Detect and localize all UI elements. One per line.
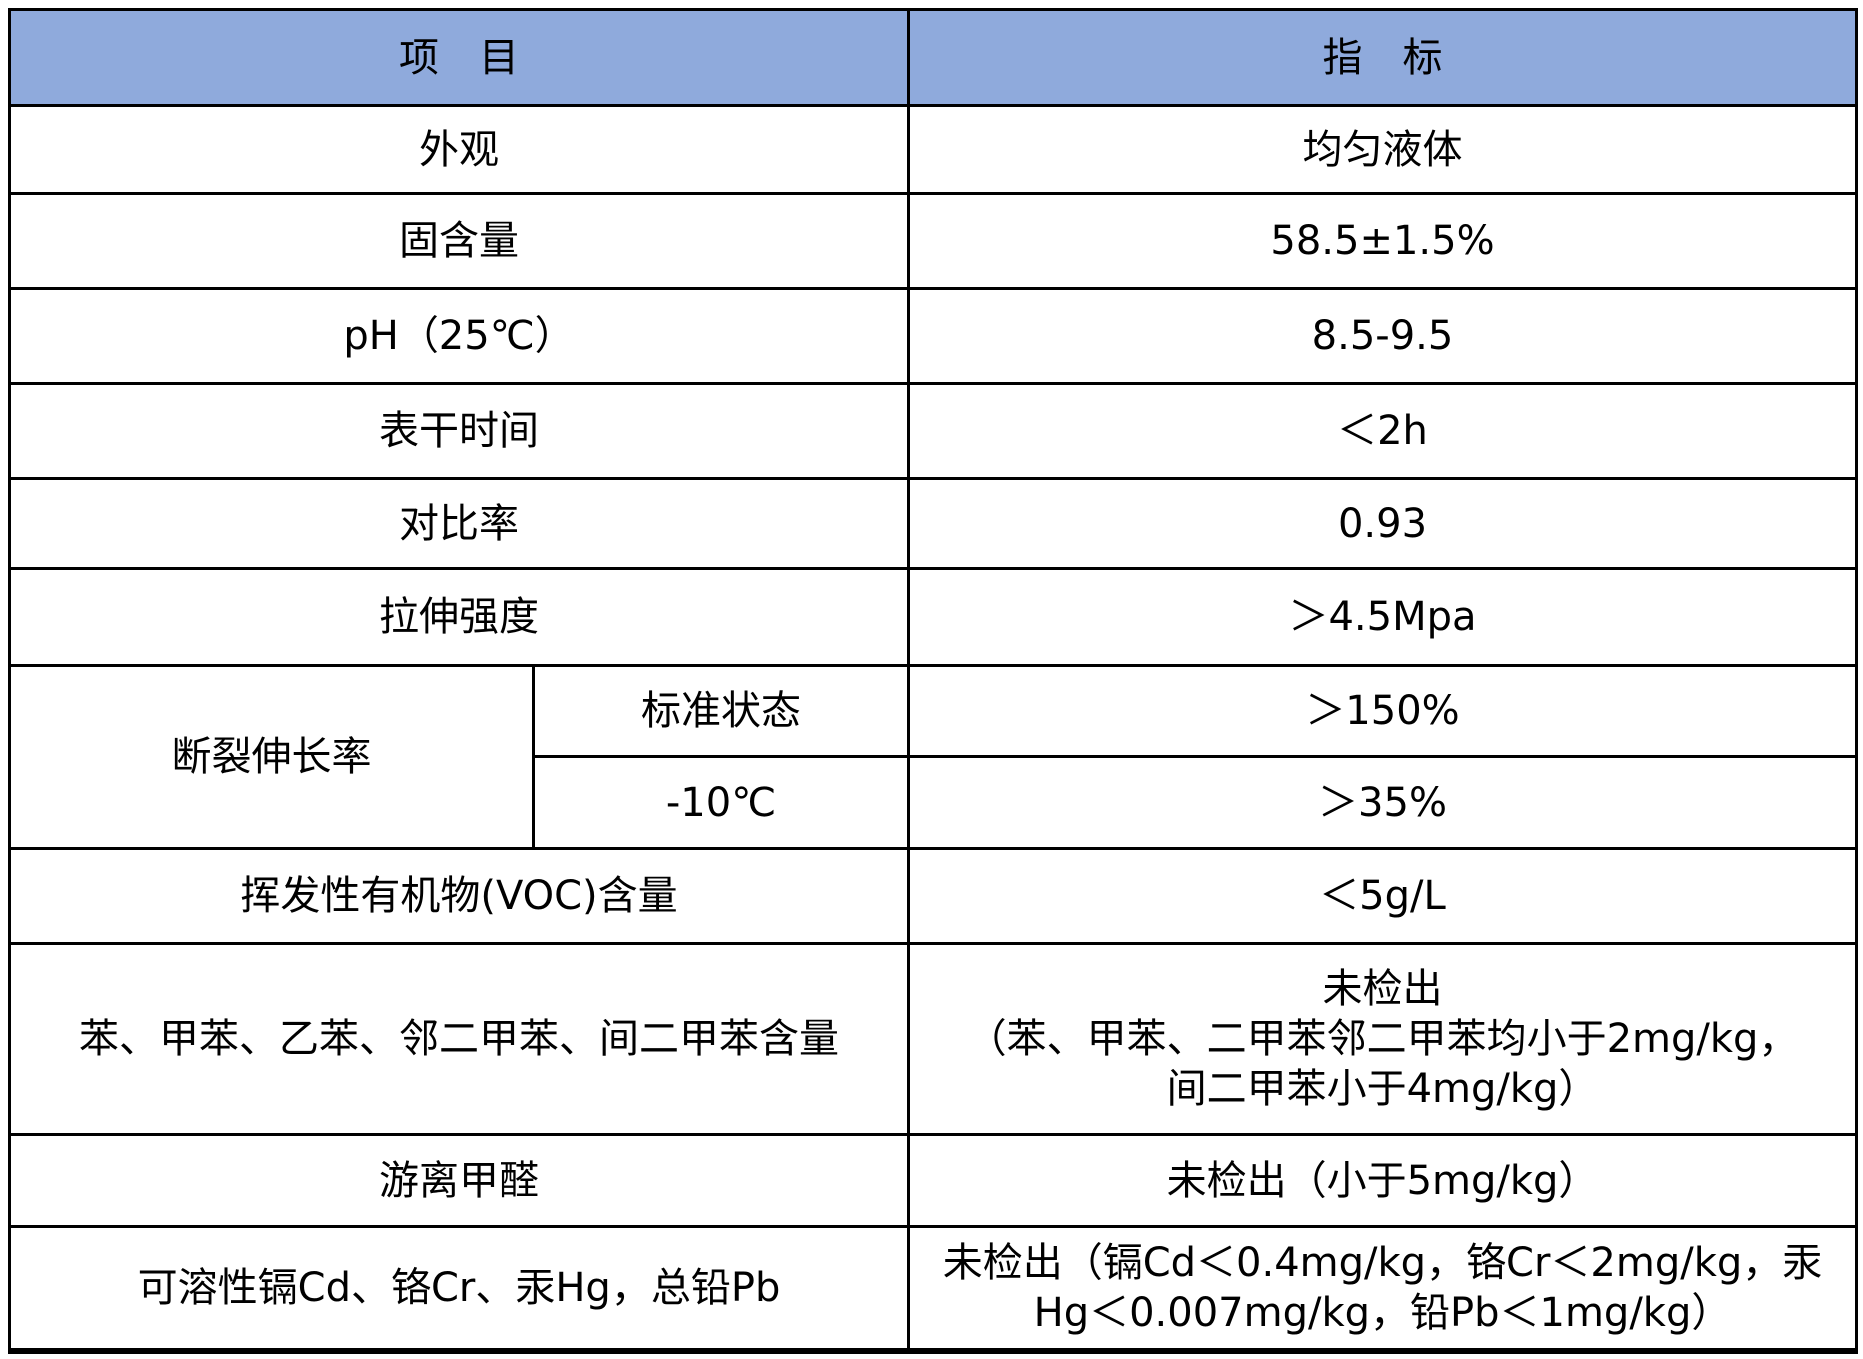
table-row: 挥发性有机物(VOC)含量 ＜5g/L [8,847,1858,945]
formaldehyde-item-cell: 游离甲醛 [8,1133,910,1228]
table-row: 可溶性镉Cd、铬Cr、汞Hg，总铅Pb 未检出（镉Cd＜0.4mg/kg，铬Cr… [8,1225,1858,1354]
elongation-standard-spec-cell: ＞150% [907,664,1858,758]
tensile-strength-spec-cell: ＞4.5Mpa [907,567,1858,667]
contrast-ratio-spec-cell: 0.93 [907,477,1858,570]
tensile-strength-item-cell: 拉伸强度 [8,567,910,667]
table-row: 表干时间 ＜2h [8,382,1858,480]
elongation-standard-condition-cell: 标准状态 [532,664,910,758]
heavy-metals-spec-cell: 未检出（镉Cd＜0.4mg/kg，铬Cr＜2mg/kg，汞 Hg＜0.007mg… [907,1225,1858,1354]
ph-item-cell: pH（25℃） [8,287,910,385]
elongation-low-temp-condition-cell: -10℃ [532,755,910,850]
header-item-cell: 项 目 [8,8,910,107]
table-row: -10℃ ＞35% [10,755,1858,850]
elongation-item-cell: 断裂伸长率 [8,664,535,850]
appearance-item-cell: 外观 [8,104,910,195]
voc-item-cell: 挥发性有机物(VOC)含量 [8,847,910,945]
header-row: 项 目 指 标 [8,8,1858,107]
surface-dry-time-spec-cell: ＜2h [907,382,1858,480]
table-row: 外观 均匀液体 [8,104,1858,195]
solid-content-spec-cell: 58.5±1.5% [907,192,1858,290]
benzene-item-cell: 苯、甲苯、乙苯、邻二甲苯、间二甲苯含量 [8,942,910,1136]
solid-content-item-cell: 固含量 [8,192,910,290]
table-row: 对比率 0.93 [8,477,1858,570]
table-row: 断裂伸长率 标准状态 ＞150% [8,664,1858,850]
table-row: 拉伸强度 ＞4.5Mpa [8,567,1858,667]
table-row: pH（25℃） 8.5-9.5 [8,287,1858,385]
table-row: 固含量 58.5±1.5% [8,192,1858,290]
appearance-spec-cell: 均匀液体 [907,104,1858,195]
benzene-spec-cell: 未检出 （苯、甲苯、二甲苯邻二甲苯均小于2mg/kg， 间二甲苯小于4mg/kg… [907,942,1858,1136]
surface-dry-time-item-cell: 表干时间 [8,382,910,480]
heavy-metals-item-cell: 可溶性镉Cd、铬Cr、汞Hg，总铅Pb [8,1225,910,1354]
table-row: 游离甲醛 未检出（小于5mg/kg） [8,1133,1858,1228]
header-spec-cell: 指 标 [907,8,1858,107]
elongation-low-temp-spec-cell: ＞35% [907,755,1858,850]
product-spec-table: 项 目 指 标 外观 均匀液体 固含量 58.5±1.5% pH（25℃） 8.… [8,8,1858,1354]
table-row: 苯、甲苯、乙苯、邻二甲苯、间二甲苯含量 未检出 （苯、甲苯、二甲苯邻二甲苯均小于… [8,942,1858,1136]
ph-spec-cell: 8.5-9.5 [907,287,1858,385]
voc-spec-cell: ＜5g/L [907,847,1858,945]
formaldehyde-spec-cell: 未检出（小于5mg/kg） [907,1133,1858,1228]
contrast-ratio-item-cell: 对比率 [8,477,910,570]
